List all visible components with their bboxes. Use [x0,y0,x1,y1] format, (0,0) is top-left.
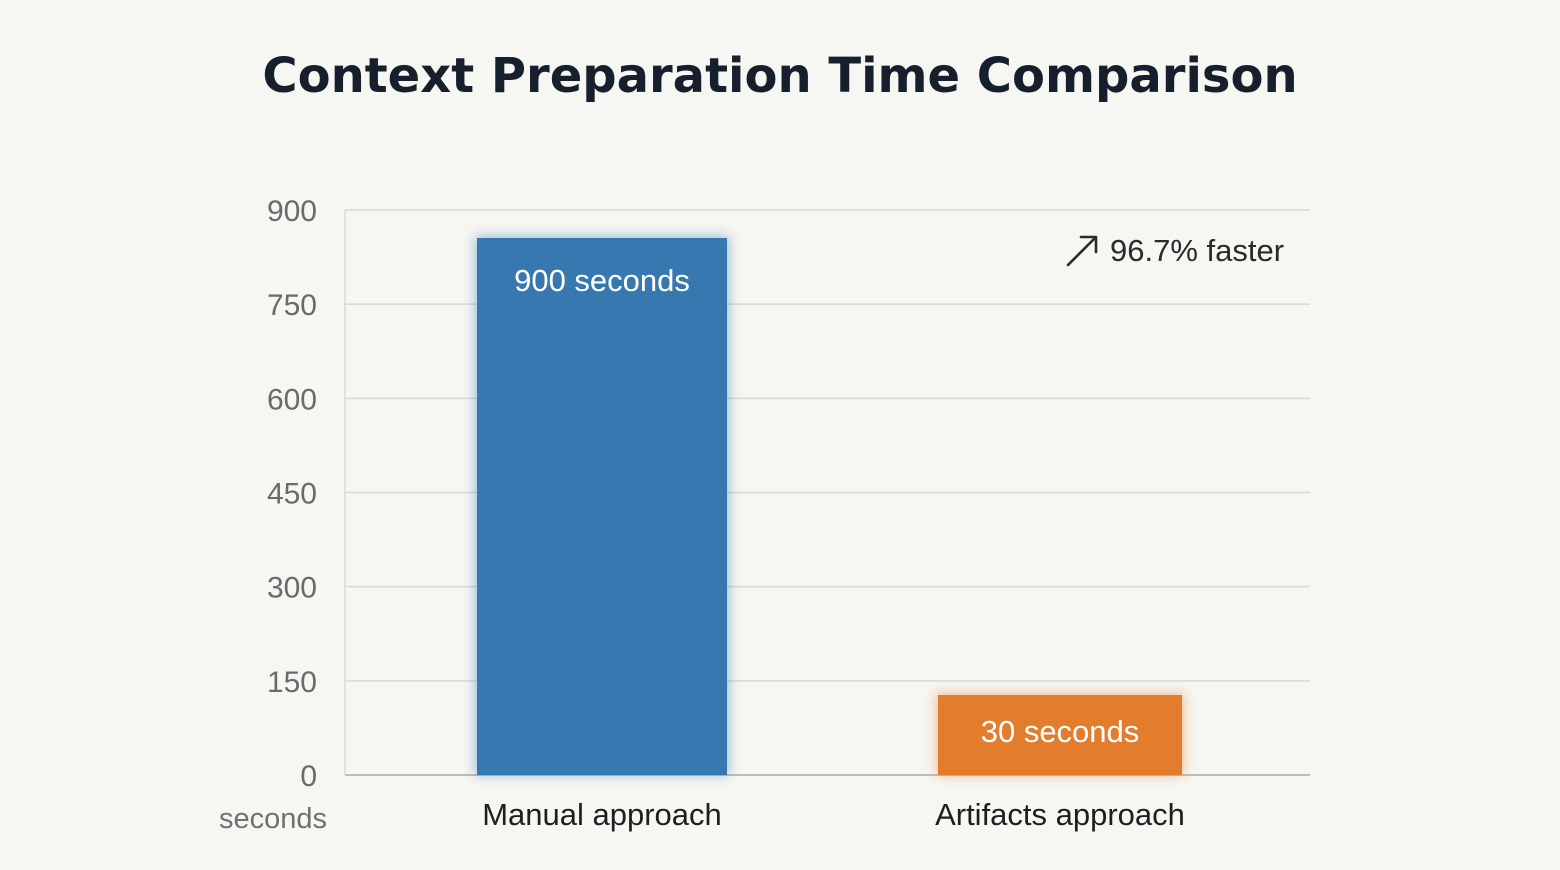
bar-value-label: 900 seconds [514,263,690,298]
y-axis-ticks: 0 150 300 450 600 750 900 [267,195,317,793]
bar-artifacts-approach [938,695,1182,775]
bars: 900 seconds 30 seconds [475,236,1184,775]
arrow-up-right-icon [1066,235,1098,267]
y-tick-label: 0 [300,760,317,793]
y-tick-label: 450 [267,478,317,511]
bar-manual-approach [477,238,727,775]
y-axis-unit-label: seconds [219,803,327,835]
x-category-label: Artifacts approach [935,797,1185,832]
speedup-text: 96.7% faster [1110,233,1284,268]
y-tick-label: 300 [267,572,317,605]
bar-value-label: 30 seconds [981,714,1140,749]
chart-title: Context Preparation Time Comparison [262,48,1298,104]
speedup-annotation: 96.7% faster [1066,233,1284,268]
x-category-label: Manual approach [482,797,722,832]
y-tick-label: 900 [267,195,317,228]
y-tick-label: 600 [267,383,317,416]
y-tick-label: 750 [267,289,317,322]
y-tick-label: 150 [267,666,317,699]
x-axis-labels: Manual approach Artifacts approach [482,797,1185,832]
